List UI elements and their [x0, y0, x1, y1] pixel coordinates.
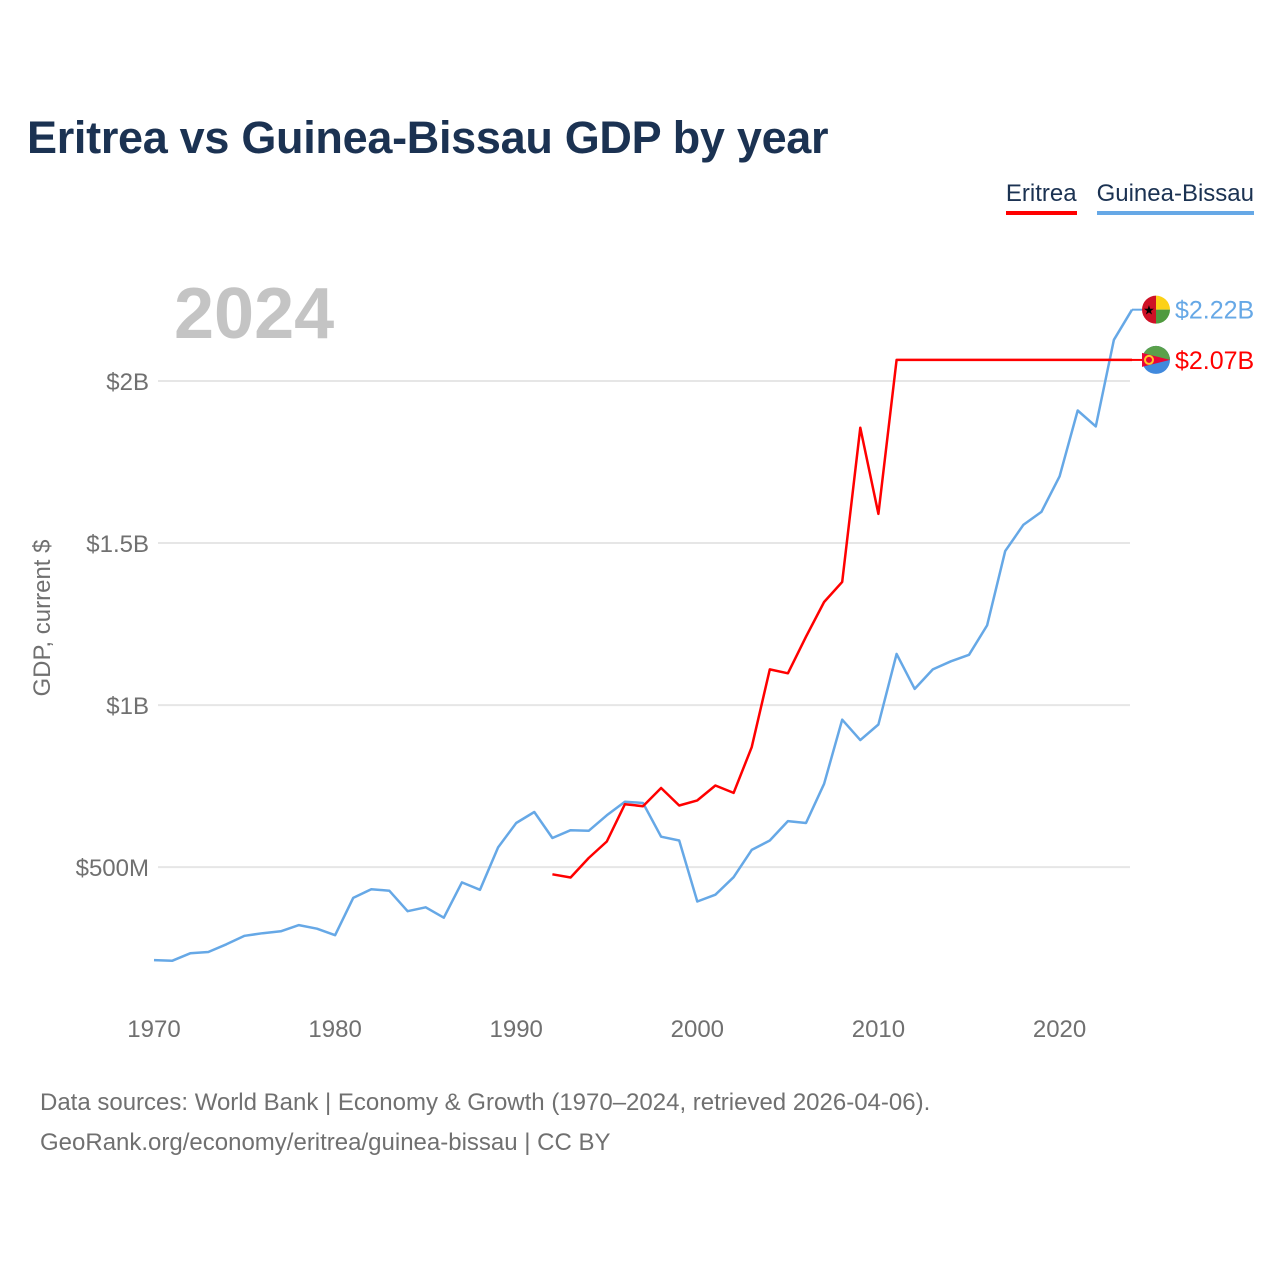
x-tick-label: 2020 — [1033, 1016, 1086, 1043]
y-tick-label: $2B — [106, 369, 149, 396]
flag-stripe-bottom — [1156, 309, 1170, 324]
legend-item-guinea-bissau[interactable]: Guinea-Bissau — [1096, 180, 1254, 215]
x-tick-label: 2010 — [852, 1016, 905, 1043]
end-value-label-guinea-bissau: $2.22B — [1175, 297, 1254, 325]
series-line-eritrea — [552, 358, 1132, 879]
flag-emblem — [1144, 354, 1154, 365]
footer-source: Data sources: World Bank | Economy & Gro… — [40, 1089, 931, 1116]
year-label: 2024 — [174, 274, 334, 354]
y-tick-label: $500M — [76, 855, 149, 882]
footer: Data sources: World Bank | Economy & Gro… — [40, 1083, 930, 1163]
series-line-guinea-bissau — [153, 309, 1134, 963]
line-chart: 2024 GDP, current $ $2.07B ★ $2.22B $500M $… — [29, 274, 1254, 1043]
x-tick-label: 1980 — [308, 1016, 361, 1043]
flag-star: ★ — [1143, 303, 1155, 318]
chart-title: Eritrea vs Guinea-Bissau GDP by year — [27, 112, 829, 163]
x-tick-label: 1970 — [127, 1016, 180, 1043]
flag-stripe-top — [1156, 295, 1170, 310]
legend-item-eritrea[interactable]: Eritrea — [1005, 180, 1077, 215]
x-tick-label: 1990 — [490, 1016, 543, 1043]
flag-hoist — [1142, 295, 1156, 324]
end-value-label-eritrea: $2.07B — [1175, 347, 1254, 375]
x-tick-label: 2000 — [671, 1016, 724, 1043]
y-tick-label: $1.5B — [86, 531, 149, 558]
flag-icon-eritrea — [1142, 345, 1170, 374]
y-tick-label: $1B — [106, 693, 149, 720]
y-axis-title: GDP, current $ — [29, 540, 56, 697]
flag-icon-guinea-bissau: ★ — [1142, 295, 1170, 324]
footer-link[interactable]: GeoRank.org/economy/eritrea/guinea-bissa… — [40, 1129, 611, 1156]
legend: Eritrea Guinea-Bissau — [1005, 180, 1254, 215]
